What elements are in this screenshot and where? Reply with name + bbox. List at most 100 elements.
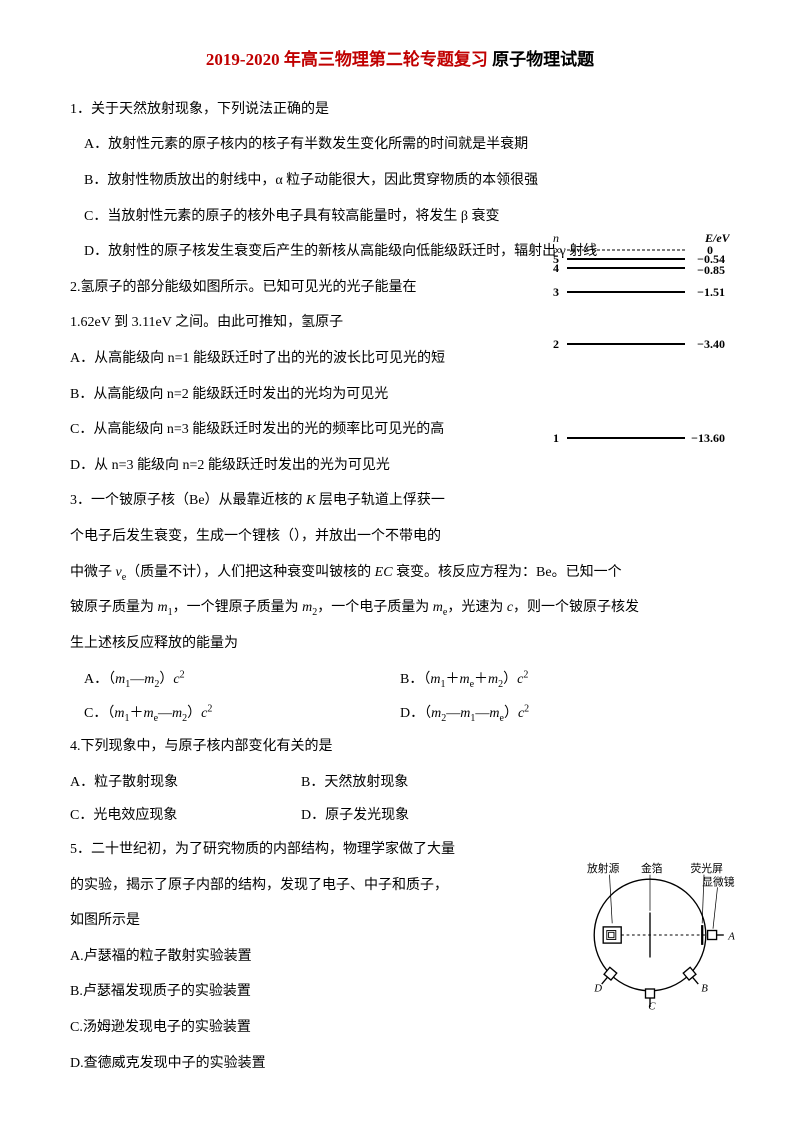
foil-label: 金箔 — [641, 862, 663, 875]
optD-2: 2 — [524, 703, 529, 714]
q3-m1: m — [158, 600, 168, 615]
optA-2: 2 — [180, 669, 185, 680]
n4: 4 — [553, 261, 559, 275]
energy-level-diagram: n E/eV ∞ 0 5 −0.54 4 −0.85 3 −1.51 2 −3.… — [545, 230, 730, 450]
n3: 3 — [553, 285, 559, 299]
optB-r: ） — [503, 672, 517, 687]
optC-p: ＋ — [129, 706, 143, 721]
e1: −13.60 — [691, 431, 725, 445]
q3-l4b: ，一个锂原子质量为 — [173, 600, 303, 615]
q2-b: B．从高能级向 n=2 能级跃迁时发出的光均为可见光 — [70, 378, 500, 412]
q3-optB: B．（m1＋me＋m2）c2 — [400, 663, 730, 697]
q4-a: A．粒子散射现象 — [70, 766, 301, 800]
optD-l: D．（ — [400, 706, 431, 721]
q4-row2: C．光电效应现象 D．原子发光现象 — [70, 799, 730, 833]
optB-me: m — [459, 672, 469, 687]
optD-m2: m — [431, 706, 441, 721]
optC-me: m — [143, 706, 153, 721]
q1-a: A．放射性元素的原子核内的核子有半数发生变化所需的时间就是半衰期 — [70, 128, 730, 162]
q5-d: D.查德威克发现中子的实验装置 — [70, 1047, 510, 1081]
q3-l3: 中微子 νe（质量不计），人们把这种衰变叫铍核的 EC 衰变。核反应方程为：Be… — [70, 556, 730, 590]
q3-l1a: 3．一个铍原子核（Be）从最靠近核的 — [70, 493, 306, 508]
optB-p2: ＋ — [474, 672, 488, 687]
optD-m1: m — [460, 706, 470, 721]
q3-me: m — [433, 600, 443, 615]
e4: −0.85 — [697, 263, 725, 277]
optC-m2: m — [172, 706, 182, 721]
q3-l4: 铍原子质量为 m1，一个锂原子质量为 m2，一个电子质量为 me，光速为 c，则… — [70, 591, 730, 625]
optB-l: B．（ — [400, 672, 430, 687]
q3-l3c: 衰变。核反应方程为：Be。已知一个 — [393, 565, 622, 580]
q3-K: K — [306, 493, 315, 508]
q5-a: A.卢瑟福的粒子散射实验装置 — [70, 940, 510, 974]
q3-l1: 3．一个铍原子核（Be）从最靠近核的 K 层电子轨道上俘获一 — [70, 484, 500, 518]
q4-c: C．光电效应现象 — [70, 799, 301, 833]
scattering-diagram: 放射源 金箔 荧光屏 显微镜 A B C D — [560, 850, 740, 1020]
q3-ec: EC — [375, 565, 393, 580]
optD-min1: — — [446, 706, 460, 721]
optA-m2: m — [144, 672, 154, 687]
optA-m1: m — [115, 672, 125, 687]
q3-row2: C．（m1＋me—m2）c2 D．（m2—m1—me）c2 — [70, 697, 730, 731]
optA-min: — — [130, 672, 144, 687]
q3-optD: D．（m2—m1—me）c2 — [400, 697, 730, 731]
q3-l2: 个电子后发生衰变，生成一个锂核（），并放出一个不带电的 — [70, 520, 500, 554]
optB-m1: m — [430, 672, 440, 687]
q3-m2: m — [302, 600, 312, 615]
q3-l4c: ，一个电子质量为 — [317, 600, 433, 615]
optB-p1: ＋ — [445, 672, 459, 687]
q3-l5: 生上述核反应释放的能量为 — [70, 627, 730, 661]
q5-c: C.汤姆逊发现电子的实验装置 — [70, 1011, 510, 1045]
title-red: 2019-2020 年高三物理第二轮专题复习 — [206, 50, 488, 69]
optA-l: A．（ — [84, 672, 115, 687]
q1-c: C．当放射性元素的原子的核外电子具有较高能量时，将发生 β 衰变 — [70, 200, 730, 234]
n1: 1 — [553, 431, 559, 445]
q2-a: A．从高能级向 n=1 能级跃迁时了出的光的波长比可见光的短 — [70, 342, 500, 376]
q4-b: B．天然放射现象 — [301, 766, 631, 800]
page-title: 2019-2020 年高三物理第二轮专题复习 原子物理试题 — [70, 40, 730, 81]
optB-2: 2 — [523, 669, 528, 680]
q3-l4a: 铍原子质量为 — [70, 600, 158, 615]
scope-label: 显微镜 — [702, 876, 735, 889]
q5-b: B.卢瑟福发现质子的实验装置 — [70, 975, 510, 1009]
optC-l: C．（ — [84, 706, 114, 721]
optB-m2: m — [488, 672, 498, 687]
q4-stem: 4.下列现象中，与原子核内部变化有关的是 — [70, 730, 730, 764]
q3-l1b: 层电子轨道上俘获一 — [315, 493, 445, 508]
D-label: D — [593, 983, 602, 995]
q3-l3b: （质量不计），人们把这种衰变叫铍核的 — [126, 565, 375, 580]
src-label: 放射源 — [587, 862, 620, 875]
q3-l4d: ，光速为 — [447, 600, 507, 615]
q4-d: D．原子发光现象 — [301, 799, 631, 833]
B-label: B — [701, 983, 708, 995]
q2-stem1: 2.氢原子的部分能级如图所示。已知可见光的光子能量在 — [70, 271, 500, 305]
optD-r: ） — [504, 706, 518, 721]
optC-2: 2 — [207, 703, 212, 714]
q4-row1: A．粒子散射现象 B．天然放射现象 — [70, 766, 730, 800]
q1-b: B．放射性物质放出的射线中，α 粒子动能很大，因此贯穿物质的本领很强 — [70, 164, 730, 198]
q3-l4e: ，则一个铍原子核发 — [513, 600, 639, 615]
q3-row1: A．（m1—m2）c2 B．（m1＋me＋m2）c2 — [70, 663, 730, 697]
optC-min: — — [158, 706, 172, 721]
optD-me: m — [489, 706, 499, 721]
q5-l3: 如图所示是 — [70, 904, 510, 938]
optC-m1: m — [114, 706, 124, 721]
q5-l1: 5．二十世纪初，为了研究物质的内部结构，物理学家做了大量 — [70, 833, 510, 867]
e3: −1.51 — [697, 285, 725, 299]
A-label: A — [727, 931, 735, 943]
screen-label: 荧光屏 — [691, 862, 724, 875]
q5-l2: 的实验，揭示了原子内部的结构，发现了电子、中子和质子， — [70, 869, 510, 903]
C-label: C — [648, 1001, 656, 1013]
optD-min2: — — [475, 706, 489, 721]
q2-d: D．从 n=3 能级向 n=2 能级跃迁时发出的光为可见光 — [70, 449, 500, 483]
title-black: 原子物理试题 — [488, 50, 594, 69]
q1-stem: 1．关于天然放射现象，下列说法正确的是 — [70, 93, 730, 127]
n2: 2 — [553, 337, 559, 351]
q3-optC: C．（m1＋me—m2）c2 — [70, 697, 400, 731]
q2-c: C．从高能级向 n=3 能级跃迁时发出的光的频率比可见光的高 — [70, 413, 500, 447]
optA-r: ） — [159, 672, 173, 687]
q3-optA: A．（m1—m2）c2 — [70, 663, 400, 697]
q3-l3a: 中微子 — [70, 565, 116, 580]
optC-r: ） — [187, 706, 201, 721]
e2: −3.40 — [697, 337, 725, 351]
